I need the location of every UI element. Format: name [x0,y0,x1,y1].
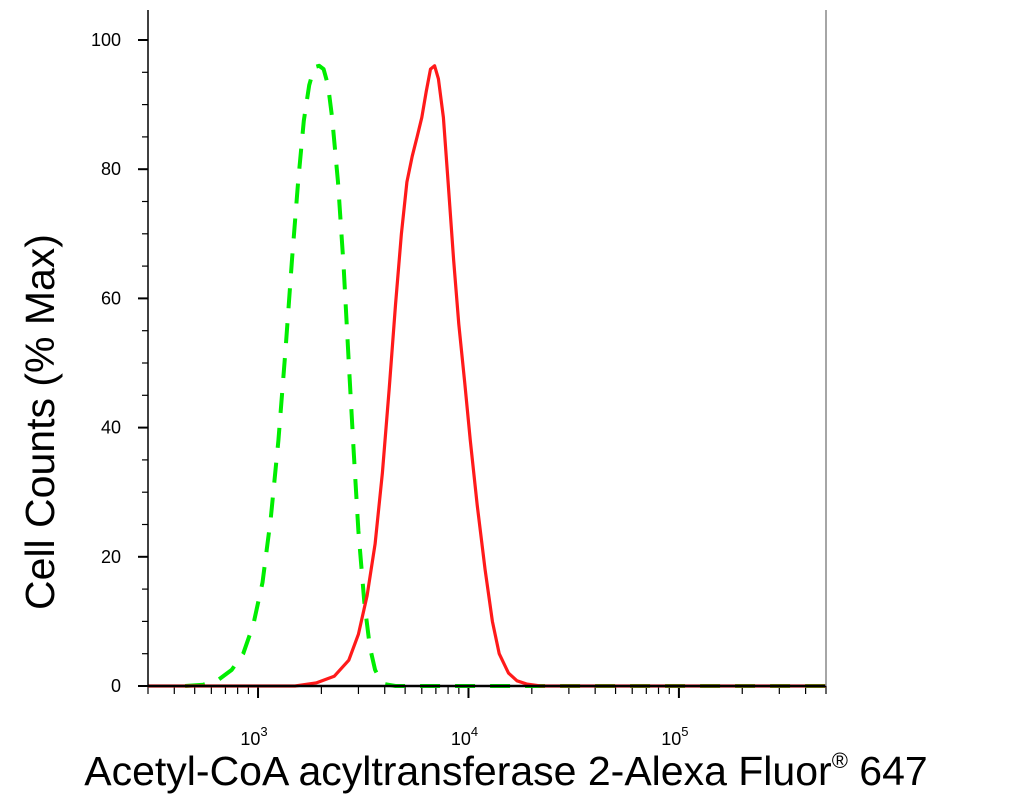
x-axis-ticks: 103 104 105 [147,686,827,749]
y-axis-ticks: 0 20 40 60 80 100 [91,30,148,696]
histogram-series [148,63,826,688]
y-tick-label: 60 [101,288,121,308]
y-axis-title: Cell Counts (% Max) [17,234,63,610]
series-line-dashed [184,63,826,688]
y-tick-label: 40 [101,418,121,438]
x-tick-label-base: 10 [451,729,471,749]
x-tick-label: 103 [240,724,267,749]
x-tick-label-exponent: 5 [681,724,688,739]
x-tick-label-base: 10 [240,729,260,749]
y-tick-label: 80 [101,159,121,179]
x-axis-title-suffix: 647 [848,748,928,794]
x-tick-label: 105 [661,724,688,749]
x-axis-title-superscript: ® [832,748,848,773]
x-tick-label: 104 [451,724,478,749]
x-tick-label-base: 10 [661,729,681,749]
series-line-solid [148,64,826,688]
x-tick-label-exponent: 4 [471,724,478,739]
x-tick-label-exponent: 3 [260,724,267,739]
y-tick-label: 0 [111,676,121,696]
x-axis-title-main: Acetyl-CoA acyltransferase 2-Alexa Fluor [84,748,831,794]
x-axis-title: Acetyl-CoA acyltransferase 2-Alexa Fluor… [84,748,927,794]
y-tick-label: 100 [91,30,121,50]
y-tick-label: 20 [101,547,121,567]
